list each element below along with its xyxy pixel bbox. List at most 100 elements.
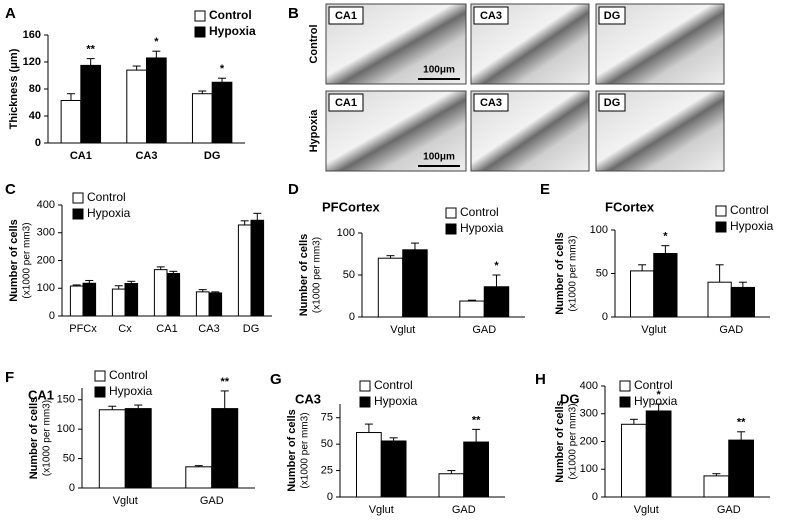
- y-axis-label: Number of cells: [554, 400, 566, 483]
- bar: [211, 81, 233, 144]
- legend-swatch: [72, 208, 84, 220]
- error-bar: [629, 418, 638, 425]
- micrograph-label: CA1: [335, 97, 357, 109]
- y-tick-label: 0: [69, 482, 75, 494]
- micrograph-label: CA1: [335, 10, 357, 22]
- y-tick-label: 100: [337, 227, 355, 239]
- bar: [377, 257, 404, 318]
- chart-title: CA1: [28, 387, 54, 402]
- x-tick-label: Vglut: [390, 324, 415, 336]
- y-tick-label: 0: [349, 311, 355, 323]
- y-tick-label: 80: [29, 83, 41, 95]
- y-tick-label: 25: [321, 464, 333, 476]
- bar: [146, 57, 167, 144]
- legend-swatch: [359, 380, 371, 392]
- legend-label: Hypoxia: [209, 24, 256, 38]
- y-tick-label: 0: [49, 310, 55, 322]
- error-bar: [86, 58, 95, 66]
- error-bar: [198, 90, 207, 94]
- error-bar: [661, 245, 670, 254]
- chart-title: CA3: [295, 391, 321, 406]
- x-tick-label: GAD: [719, 324, 743, 336]
- legend-swatch: [94, 386, 106, 398]
- error-bar: [738, 281, 747, 288]
- error-bar: [364, 423, 373, 433]
- panel-label: A: [5, 5, 16, 22]
- y-tick-label: 50: [343, 269, 355, 281]
- bar: [728, 439, 754, 498]
- error-bar: [218, 77, 227, 83]
- error-bar: [468, 299, 477, 302]
- error-bar: [220, 390, 229, 409]
- error-bar: [211, 291, 220, 293]
- y-tick-label: 50: [321, 438, 333, 450]
- y-tick-label: 0: [35, 137, 41, 149]
- bar: [208, 292, 223, 317]
- bar: [211, 408, 239, 489]
- legend-swatch: [194, 10, 206, 22]
- micrograph-label-box: [598, 93, 626, 112]
- y-axis-label: Number of cells: [554, 232, 566, 315]
- bar: [195, 291, 210, 317]
- significance-mark: **: [472, 414, 481, 426]
- micrograph-label: CA3: [480, 10, 502, 22]
- error-bar: [127, 280, 136, 284]
- bar: [653, 252, 678, 318]
- legend-label: Hypoxia: [87, 206, 131, 220]
- chart-title: PFCortex: [322, 199, 381, 214]
- y-axis-sublabel: (x1000 per mm3): [42, 400, 53, 476]
- legend-label: Control: [730, 203, 769, 217]
- significance-mark: **: [737, 417, 746, 429]
- panel-label: D: [288, 181, 299, 198]
- scale-bar-label: 100μm: [423, 152, 455, 163]
- x-tick-label: CA3: [135, 150, 157, 162]
- legend-swatch: [445, 223, 457, 235]
- y-axis-label: Thickness (μm): [8, 48, 20, 129]
- x-tick-label: Cx: [118, 323, 132, 335]
- error-bar: [194, 465, 203, 467]
- y-tick-label: 100: [37, 282, 55, 294]
- y-tick-label: 100: [590, 224, 608, 236]
- bar: [356, 432, 382, 498]
- y-axis-sublabel: (x1000 per mm3): [300, 412, 311, 488]
- bar: [483, 286, 510, 318]
- bar: [80, 64, 102, 144]
- bar: [82, 282, 97, 317]
- x-tick-label: PFCx: [69, 323, 97, 335]
- y-tick-label: 400: [580, 380, 598, 392]
- bar: [438, 473, 465, 498]
- y-tick-label: 50: [596, 267, 608, 279]
- bar: [153, 269, 168, 317]
- y-tick-label: 50: [63, 452, 75, 464]
- y-tick-label: 0: [602, 311, 608, 323]
- error-bar: [134, 404, 143, 409]
- row-label: Hypoxia: [308, 109, 320, 153]
- micrograph-label: DG: [604, 10, 621, 22]
- bar: [730, 286, 755, 318]
- y-tick-label: 300: [580, 408, 598, 420]
- micrograph-label-box: [473, 93, 509, 112]
- error-bar: [66, 93, 75, 101]
- x-tick-label: DG: [204, 150, 221, 162]
- bar: [69, 285, 84, 317]
- legend-label: Hypoxia: [730, 219, 774, 233]
- bar: [703, 475, 730, 498]
- bar: [250, 219, 265, 317]
- y-tick-label: 200: [580, 435, 598, 447]
- error-bar: [654, 403, 663, 411]
- legend-label: Hypoxia: [109, 384, 153, 398]
- legend-swatch: [619, 396, 631, 408]
- legend-swatch: [715, 205, 727, 217]
- x-tick-label: GAD: [717, 504, 741, 516]
- x-tick-label: GAD: [472, 324, 496, 336]
- x-tick-label: CA3: [198, 323, 219, 335]
- y-axis-sublabel: (x1000 per mm3): [568, 403, 579, 479]
- error-bar: [472, 428, 481, 443]
- error-bar: [156, 266, 165, 270]
- y-tick-label: 0: [327, 491, 333, 503]
- panel-label: F: [5, 369, 14, 386]
- bar: [126, 69, 148, 144]
- x-tick-label: CA1: [156, 323, 177, 335]
- legend-swatch: [445, 207, 457, 219]
